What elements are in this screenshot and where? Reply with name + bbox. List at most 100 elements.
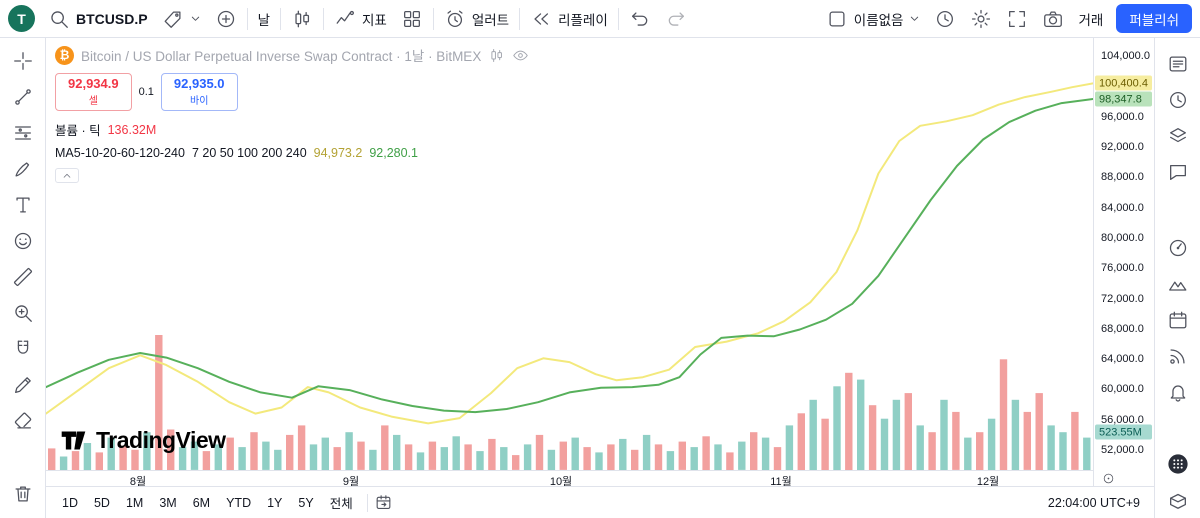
trade-panel: 92,934.9 셀 0.1 92,935.0 바이 (55, 73, 529, 111)
timeframe-list: 1D 5D 1M 3M 6M YTD 1Y 5Y 전체 (54, 490, 361, 515)
price-label-ma-green-price: 98,347.8 (1095, 91, 1152, 107)
toolbar-divider (279, 7, 281, 30)
chart-type-button[interactable] (284, 5, 320, 33)
volume-bar (916, 425, 924, 470)
broadcast-icon[interactable] (1161, 339, 1195, 373)
fullscreen-icon (1006, 8, 1028, 30)
layers-icon[interactable] (1161, 119, 1195, 153)
price-label-ma-yellow-price: 100,400.4 (1095, 75, 1152, 91)
apps-grid-icon[interactable] (1161, 447, 1195, 481)
drawing-toolbar (0, 38, 46, 518)
volume-legend-row[interactable]: 볼륨 · 틱 136.32M (55, 120, 529, 139)
box-icon[interactable] (1161, 483, 1195, 517)
volume-bar (59, 456, 68, 470)
gauge-icon[interactable] (1161, 231, 1195, 265)
text-icon[interactable] (6, 188, 40, 222)
compare-button[interactable] (208, 5, 244, 33)
volume-bar (738, 441, 746, 470)
replay-button[interactable]: 리플레이 (523, 5, 615, 33)
timeframe-5D[interactable]: 5D (93, 495, 110, 510)
crosshair-icon[interactable] (6, 44, 40, 78)
chart-plot[interactable]: ₿ Bitcoin / US Dollar Perpetual Inverse … (46, 38, 1093, 470)
time-label: 10월 (549, 476, 573, 488)
volume-bar (476, 451, 484, 470)
legend-collapse-button[interactable] (55, 168, 79, 183)
ma-legend-row[interactable]: MA5-10-20-60-120-240 7 20 50 100 200 240… (55, 146, 529, 160)
fullscreen-button[interactable] (999, 5, 1035, 33)
mini-chart-icon[interactable] (488, 47, 505, 64)
volume-bar (107, 437, 115, 470)
magnet-icon[interactable] (6, 332, 40, 366)
ruler-icon[interactable] (6, 260, 40, 294)
time-axis[interactable]: 8월 9월 10월 11월 12월 (46, 470, 1093, 488)
volume-bar (48, 448, 56, 470)
symbol-tag-button[interactable] (155, 5, 208, 33)
goto-date-icon (374, 493, 393, 512)
snapshot-button[interactable] (1035, 5, 1071, 33)
volume-bar (535, 434, 544, 470)
drawing-tools-bottom (6, 476, 40, 512)
scale-settings-icon[interactable] (1102, 470, 1115, 486)
ma-params: 7 20 50 100 200 240 (191, 146, 307, 160)
volume-bar (785, 425, 794, 470)
sell-button[interactable]: 92,934.9 셀 (55, 73, 132, 111)
alert-clock-icon[interactable] (1161, 83, 1195, 117)
volume-bar (642, 434, 651, 470)
timeframe-1M[interactable]: 1M (125, 495, 144, 510)
redo-button[interactable] (658, 5, 694, 33)
undo-button[interactable] (622, 5, 658, 33)
timeframe-3M[interactable]: 3M (159, 495, 177, 510)
trash-icon[interactable] (6, 477, 40, 511)
fibonacci-icon[interactable] (6, 116, 40, 150)
market-clock-button[interactable] (927, 5, 963, 33)
symbol-label: BTCUSD.P (76, 10, 148, 27)
ma-line-green (46, 98, 1093, 414)
price-scale[interactable]: 104,000.0 96,000.0 92,000.0 88,000.0 84,000.… (1093, 38, 1154, 486)
symbol-title-row[interactable]: ₿ Bitcoin / US Dollar Perpetual Inverse … (55, 45, 529, 65)
buy-button[interactable]: 92,935.0 바이 (160, 73, 238, 111)
eraser-icon[interactable] (6, 404, 40, 438)
volume-bar (892, 399, 901, 470)
price-tick: 84,000.0 (1101, 201, 1144, 214)
time-label: 11월 (770, 476, 792, 488)
eye-icon[interactable] (512, 47, 529, 64)
timeframe-5Y[interactable]: 5Y (298, 495, 314, 510)
indicator-templates-button[interactable] (394, 5, 430, 33)
goto-date-button[interactable] (374, 493, 393, 512)
calendar-icon[interactable] (1161, 303, 1195, 337)
volume-bar (928, 432, 936, 470)
ma-value-yellow: 94,973.2 (313, 146, 363, 160)
publish-button[interactable]: 퍼블리쉬 (1116, 4, 1192, 33)
symbol-search-button[interactable]: BTCUSD.P (41, 5, 155, 33)
bottombar-divider (366, 493, 368, 512)
ideas-icon[interactable] (1161, 267, 1195, 301)
interval-button[interactable]: 날 (251, 5, 277, 33)
account-avatar[interactable]: T (8, 5, 35, 32)
alert-button[interactable]: 얼러트 (437, 5, 516, 33)
settings-button[interactable] (963, 5, 999, 33)
chat-icon[interactable] (1161, 155, 1195, 189)
volume-bar (595, 452, 603, 470)
clock-label[interactable]: 22:04:00 UTC+9 (1047, 495, 1140, 510)
toolbar-divider (322, 7, 324, 30)
brush-icon[interactable] (6, 152, 40, 186)
timeframe-1Y[interactable]: 1Y (267, 495, 283, 510)
emoji-icon[interactable] (6, 224, 40, 258)
trendline-icon[interactable] (6, 80, 40, 114)
pencil-icon[interactable] (6, 368, 40, 402)
timeframe-전체[interactable]: 전체 (329, 497, 353, 511)
bell-icon[interactable] (1161, 375, 1195, 409)
watchlist-icon[interactable] (1161, 47, 1195, 81)
price-tick: 80,000.0 (1101, 231, 1144, 244)
grid-icon (401, 8, 423, 30)
timeframe-6M[interactable]: 6M (192, 495, 211, 510)
trade-button[interactable]: 거래 (1071, 5, 1110, 33)
timeframe-1D[interactable]: 1D (62, 495, 78, 510)
zoom-in-icon[interactable] (6, 296, 40, 330)
indicators-button[interactable]: 지표 (327, 5, 394, 33)
layout-name-button[interactable]: 이름없음 (819, 5, 928, 33)
price-tick: 68,000.0 (1101, 322, 1144, 335)
volume-bar (619, 438, 627, 470)
timeframe-YTD[interactable]: YTD (226, 495, 252, 510)
volume-bar (678, 441, 686, 470)
